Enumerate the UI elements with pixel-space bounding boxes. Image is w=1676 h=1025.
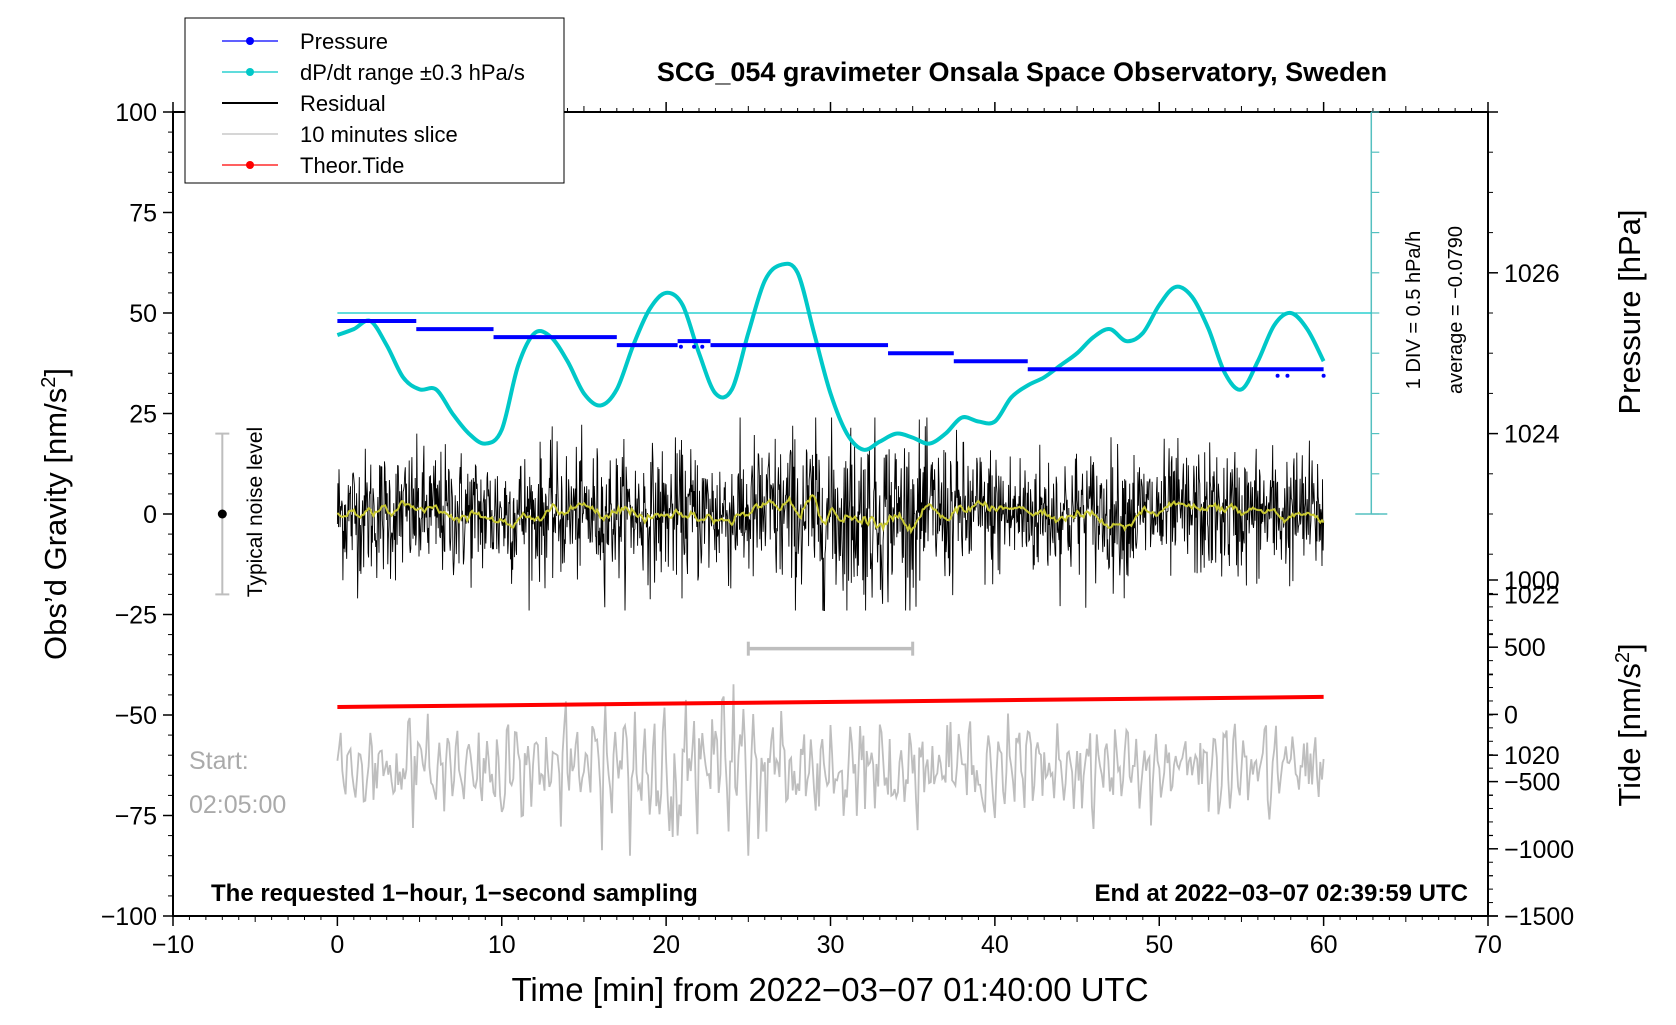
tide-tick-label: 500 <box>1504 634 1546 662</box>
y-tick-label: −75 <box>115 803 157 831</box>
pressure-tick-label: 1024 <box>1504 421 1560 449</box>
noise-level-label: Typical noise level <box>244 427 267 597</box>
legend-label: Theor.Tide <box>300 153 404 178</box>
y-axis-label-pressure: Pressure [hPa] <box>1612 209 1647 414</box>
x-axis-label: Time [min] from 2022−03−07 01:40:00 UTC <box>511 971 1148 1008</box>
y-axis-label-left-close: ] <box>38 368 73 377</box>
pressure-point <box>692 344 697 349</box>
slice-layer <box>336 641 1325 856</box>
dpdt-curve <box>336 261 1326 452</box>
dpdt-layer <box>336 261 1372 452</box>
x-tick-label: 20 <box>652 931 680 959</box>
pressure-layer <box>337 319 1326 378</box>
x-tick-label: 70 <box>1474 931 1502 959</box>
legend-label: 10 minutes slice <box>300 122 458 147</box>
y-axis-label-left: Obs’d Gravity [nm/s2] <box>38 368 73 660</box>
dpdt-scale-label: 1 DIV = 0.5 hPa/h <box>1403 231 1425 389</box>
pressure-tick-label: 1022 <box>1504 581 1560 609</box>
y-tick-label: −25 <box>115 602 157 630</box>
legend-label: Pressure <box>300 29 388 54</box>
slice-trace <box>336 684 1325 856</box>
y-tick-label: 25 <box>129 401 157 429</box>
x-tick-label: −10 <box>152 931 194 959</box>
y-axis-label-tide-sup: 2 <box>1612 652 1634 663</box>
x-tick-label: 0 <box>330 931 344 959</box>
y-tick-label: 75 <box>129 200 157 228</box>
tide-layer <box>337 694 1324 709</box>
y-axis-label-tide-main: Tide [nm/s <box>1612 663 1647 807</box>
residual-layer <box>336 417 1325 611</box>
tide-tick-label: 1000 <box>1504 567 1560 595</box>
legend-label: dP/dt range ±0.3 hPa/s <box>300 60 525 85</box>
bottom-right-annotation: End at 2022−03−07 02:39:59 UTC <box>1094 880 1468 907</box>
annotation-layer <box>215 432 230 596</box>
y-axis-label-left-sup: 2 <box>38 377 60 388</box>
legend: Pressure dP/dt range ±0.3 hPa/s Residual 10… <box>184 17 565 184</box>
legend-swatch-dot <box>246 37 254 45</box>
residual-smoothed <box>336 494 1325 535</box>
tide-tick-label: −1000 <box>1504 836 1574 864</box>
legend-label: Residual <box>300 91 386 116</box>
tide-line <box>337 694 1324 709</box>
tide-tick-label: 0 <box>1504 701 1518 729</box>
y-tick-label: 50 <box>129 300 157 328</box>
pressure-point <box>1321 373 1326 378</box>
legend-entries: Pressure dP/dt range ±0.3 hPa/s Residual 10… <box>222 29 525 178</box>
bottom-left-annotation: The requested 1−hour, 1−second sampling <box>211 880 698 907</box>
x-tick-label: 40 <box>981 931 1009 959</box>
noise-level-dot <box>217 509 227 519</box>
y-tick-label: 100 <box>115 99 157 127</box>
pressure-tick-label: 1020 <box>1504 742 1560 770</box>
start-label: Start: <box>189 747 249 775</box>
pressure-point <box>1275 373 1280 378</box>
pressure-point <box>700 344 705 349</box>
ticks-layer: −10 0 10 20 30 40 50 60 701007550250−25−50−75−10… <box>101 99 1575 959</box>
y-tick-label: −50 <box>115 702 157 730</box>
y-tick-label: 0 <box>143 501 157 529</box>
y-tick-label: −100 <box>101 903 157 931</box>
legend-box <box>184 17 565 184</box>
x-tick-label: 60 <box>1310 931 1338 959</box>
tide-tick-label: −500 <box>1504 769 1560 797</box>
pressure-point <box>1285 373 1290 378</box>
legend-swatch-dot <box>246 68 254 76</box>
residual-trace <box>336 417 1325 611</box>
y-axis-label-tide-close: ] <box>1612 643 1647 652</box>
pressure-tick-label: 1026 <box>1504 260 1560 288</box>
start-time: 02:05:00 <box>189 791 286 819</box>
tide-tick-label: −1500 <box>1504 903 1574 931</box>
x-tick-label: 30 <box>817 931 845 959</box>
y-axis-label-left-main: Obs’d Gravity [nm/s <box>38 388 73 660</box>
dpdt-average-label: average = −0.0790 <box>1445 226 1467 394</box>
x-tick-label: 10 <box>488 931 516 959</box>
pressure-point <box>678 344 683 349</box>
y-axis-label-tide: Tide [nm/s2] <box>1612 643 1647 806</box>
legend-swatch-dot <box>246 161 254 169</box>
x-tick-label: 50 <box>1145 931 1173 959</box>
chart-title: SCG_054 gravimeter Onsala Space Observat… <box>657 57 1387 87</box>
